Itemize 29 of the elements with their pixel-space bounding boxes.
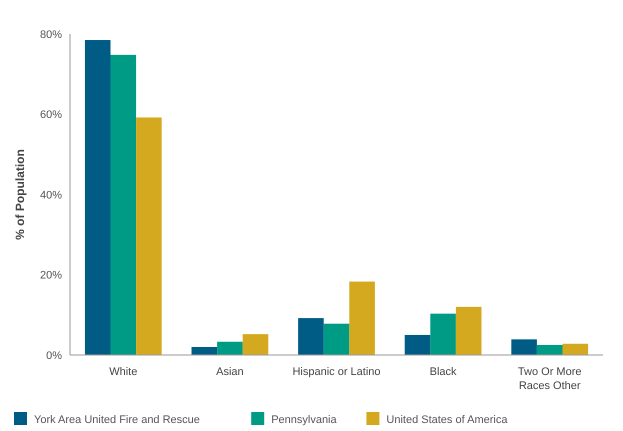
bar — [217, 342, 243, 355]
bar — [511, 339, 537, 355]
y-tick-label: 0% — [46, 350, 62, 362]
x-tick-label: Black — [430, 366, 458, 378]
y-tick-label: 20% — [40, 270, 62, 282]
y-tick-label: 60% — [40, 109, 62, 122]
bar — [430, 314, 456, 355]
x-tick-label: Hispanic or Latino — [292, 366, 381, 378]
y-axis-title: % of Population — [13, 149, 27, 240]
y-tick-label: 40% — [40, 189, 62, 202]
bar — [110, 54, 136, 355]
x-tick-label: White — [109, 366, 138, 378]
y-tick-label: 80% — [40, 28, 62, 41]
bar — [192, 346, 218, 355]
x-tick-label: Two Or More Races Other — [518, 366, 582, 392]
legend-label: York Area United Fire and Rescue — [34, 414, 200, 426]
legend-label: Pennsylvania — [271, 414, 338, 426]
bar — [349, 282, 375, 355]
bar — [536, 344, 562, 355]
legend-label: United States of America — [386, 414, 508, 426]
x-tick-label: Asian — [216, 366, 244, 378]
bar — [562, 344, 588, 355]
bar — [324, 324, 350, 355]
bar — [84, 40, 111, 355]
bar — [242, 334, 268, 355]
bar — [136, 117, 162, 355]
bar — [456, 306, 482, 355]
bar — [404, 334, 430, 355]
bar — [298, 318, 324, 355]
